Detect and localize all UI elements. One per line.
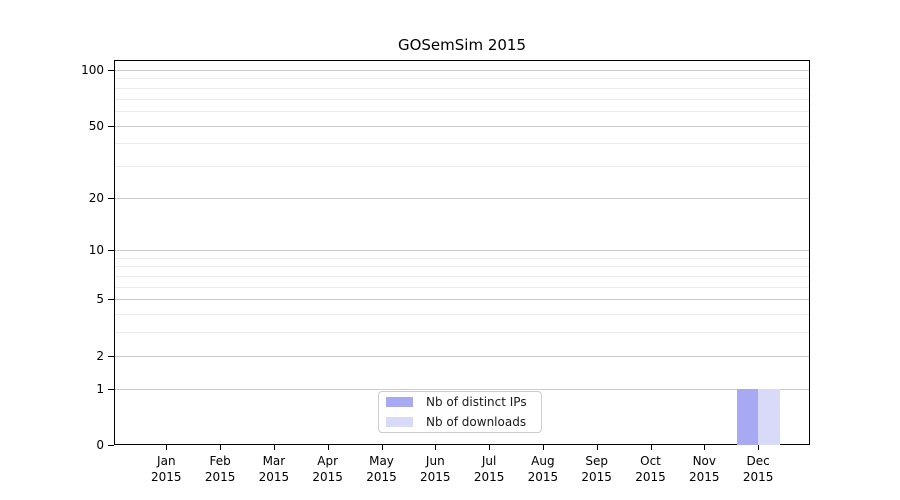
x-tick-label: Aug 2015 [527,454,559,484]
major-gridline [115,299,809,301]
minor-gridline [115,332,809,334]
minor-gridline [115,314,809,316]
y-axis-tick [108,445,114,446]
legend-label-downloads: Nb of downloads [426,415,527,429]
major-gridline [115,70,809,71]
minor-gridline [115,276,809,278]
minor-gridline [115,98,809,100]
x-axis-tick [489,445,491,450]
minor-gridline [115,78,809,80]
minor-gridline [115,165,809,167]
major-gridline [115,125,809,127]
x-tick-label: Oct 2015 [635,454,666,484]
minor-gridline [115,87,809,89]
x-axis-tick [435,445,437,450]
legend: Nb of distinct IPs Nb of downloads [378,391,542,433]
legend-swatch-distinct-ips-icon [386,397,413,407]
minor-gridline [115,266,809,268]
x-axis-tick [327,445,329,450]
x-axis-tick [220,445,222,450]
x-tick-label: Jan 2015 [151,454,182,484]
y-tick-label: 20 [88,190,104,205]
y-axis-tick [108,388,114,390]
plot-area [114,60,810,445]
y-tick-label: 2 [96,348,104,363]
y-tick-label: 0 [96,438,104,452]
x-axis-tick [704,445,706,450]
x-axis-tick [542,445,544,450]
minor-gridline [115,143,809,145]
y-tick-label: 5 [96,292,104,307]
x-axis-tick [758,445,760,450]
y-tick-label: 10 [88,243,104,258]
y-tick-label: 100 [81,63,104,77]
x-tick-label: Jun 2015 [420,454,451,484]
x-tick-label: Apr 2015 [312,454,343,484]
x-axis-tick [166,445,168,450]
x-tick-label: Feb 2015 [204,454,236,484]
bar [736,388,759,445]
y-axis-tick [108,197,114,199]
bar [758,388,780,445]
y-tick-label: 1 [96,381,104,396]
minor-gridline [115,110,809,112]
legend-label-distinct-ips: Nb of distinct IPs [426,395,527,409]
x-tick-label: Jul 2015 [473,454,505,484]
x-axis-tick [273,445,275,450]
y-axis-tick [108,70,114,71]
major-gridline [115,197,809,199]
legend-item-downloads: Nb of downloads [386,412,541,432]
x-tick-label: Sep 2015 [581,454,612,484]
y-axis-tick [108,250,114,252]
x-tick-label: Dec 2015 [742,454,774,484]
y-axis-tick [108,125,114,127]
y-tick-label: 50 [88,118,104,133]
x-tick-label: May 2015 [366,454,397,484]
minor-gridline [115,286,809,288]
major-gridline [115,355,809,357]
x-tick-label: Nov 2015 [689,454,720,484]
major-gridline [115,250,809,252]
major-gridline [115,388,809,390]
y-axis-tick [108,299,114,301]
y-axis-tick [108,355,114,357]
x-axis-tick [596,445,598,450]
minor-gridline [115,257,809,259]
chart-title: GOSemSim 2015 [397,36,527,54]
legend-item-distinct-ips: Nb of distinct IPs [386,392,541,412]
x-axis-tick [381,445,383,450]
x-axis-tick [650,445,652,450]
x-tick-label: Mar 2015 [258,454,290,484]
legend-swatch-downloads-icon [386,417,413,427]
